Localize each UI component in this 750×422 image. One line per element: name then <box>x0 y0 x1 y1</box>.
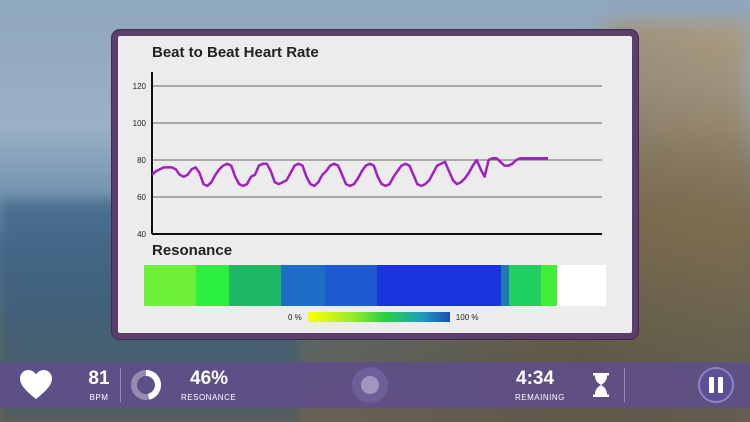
resonance-segment <box>144 265 196 306</box>
y-tick-label: 60 <box>137 193 146 202</box>
resonance-segment <box>196 265 229 306</box>
y-tick-label: 100 <box>133 119 147 128</box>
resonance-segment <box>541 265 557 306</box>
heart-rate-line <box>151 156 548 188</box>
y-axis-labels: 40 60 80 100 120 <box>133 82 147 239</box>
legend-min-label: 0 % <box>288 312 302 322</box>
resonance-segment <box>377 265 501 306</box>
time-remaining-label: REMAINING <box>515 393 565 402</box>
bpm-value: 81 <box>88 368 110 389</box>
grid-lines <box>152 85 602 198</box>
record-button[interactable] <box>352 367 388 403</box>
pause-icon <box>709 377 714 393</box>
chart-title: Beat to Beat Heart Rate <box>152 44 319 61</box>
divider <box>624 368 625 402</box>
bottom-status-bar: 81 BPM 46% RESONANCE 4:34 REMAINING <box>0 362 750 408</box>
y-tick-label: 40 <box>137 230 146 239</box>
resonance-segment <box>229 265 281 306</box>
resonance-title: Resonance <box>152 242 233 259</box>
resonance-bar <box>144 265 606 306</box>
chart-panel: Beat to Beat Heart Rate 40 60 80 100 120 Res… <box>112 30 638 339</box>
resonance-value: 46% <box>190 368 229 389</box>
resonance-segment <box>281 265 325 306</box>
resonance-ring-icon <box>131 370 161 400</box>
y-tick-label: 120 <box>133 82 147 91</box>
pause-button[interactable] <box>698 367 734 403</box>
resonance-label: RESONANCE <box>181 393 237 402</box>
pause-icon <box>718 377 723 393</box>
y-tick-label: 80 <box>137 156 146 165</box>
time-remaining-value: 4:34 <box>516 368 555 389</box>
hourglass-icon <box>593 373 609 397</box>
record-dot-icon <box>361 376 379 394</box>
legend-max-label: 100 % <box>455 312 479 322</box>
resonance-segment <box>501 265 509 306</box>
resonance-segment <box>325 265 377 306</box>
heart-icon <box>20 370 52 399</box>
heart-rate-chart: 40 60 80 100 120 <box>133 72 602 239</box>
bpm-label: BPM <box>89 393 109 402</box>
resonance-legend: 0 % 100 % <box>288 310 488 324</box>
resonance-segment <box>509 265 541 306</box>
divider <box>120 368 121 402</box>
resonance-ring-progress <box>131 370 161 400</box>
legend-gradient <box>307 312 450 322</box>
resonance-segment <box>557 265 606 306</box>
